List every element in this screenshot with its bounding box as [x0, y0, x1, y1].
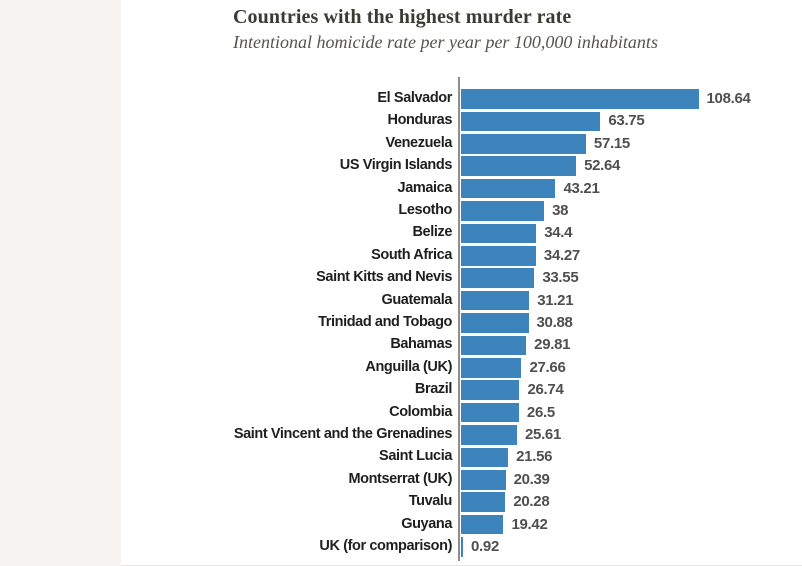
bar-row: Montserrat (UK) 20.39	[0, 469, 802, 491]
bar	[461, 514, 504, 535]
bar	[461, 245, 536, 266]
bar-row: Anguilla (UK) 27.66	[0, 357, 802, 379]
bar-row: Jamaica 43.21	[0, 178, 802, 200]
bar	[461, 492, 506, 512]
bar	[461, 156, 577, 176]
bar	[461, 357, 522, 378]
bar-value: 30.88	[536, 314, 573, 331]
bar-value: 29.81	[534, 336, 571, 354]
bar-label: UK (for comparison)	[319, 538, 452, 554]
bar-value: 38	[552, 202, 569, 219]
bar-label: Guatemala	[381, 291, 452, 308]
bar	[461, 469, 506, 490]
bar-value: 25.61	[524, 426, 562, 443]
bar	[461, 133, 586, 154]
bar-label: Brazil	[414, 381, 452, 398]
bar	[461, 111, 601, 132]
bar-row: Saint Kitts and Nevis 33.55	[0, 267, 802, 289]
left-gutter	[0, 0, 121, 566]
bar-value: 33.55	[542, 269, 579, 287]
bar-value: 21.56	[516, 448, 553, 466]
bar-label: Trinidad and Tobago	[318, 314, 452, 330]
bar-row: El Salvador 108.64	[0, 88, 802, 110]
bar-value: 26.5	[526, 403, 555, 421]
bar-label: Saint Lucia	[379, 448, 452, 465]
bar-value: 63.75	[608, 112, 645, 130]
bar-value: 27.66	[529, 358, 566, 376]
bar-row: Brazil 26.74	[0, 379, 802, 401]
chart-subtitle: Intentional homicide rate per year per 1…	[233, 32, 658, 52]
bar-value: 34.4	[544, 224, 573, 242]
bar	[461, 380, 520, 400]
bar-label: Lesotho	[398, 202, 452, 218]
bar-row: Venezuela 57.15	[0, 133, 802, 155]
bar	[461, 402, 519, 423]
bar	[461, 313, 529, 333]
bar-value: 57.15	[593, 134, 630, 152]
bar-value: 20.39	[513, 470, 550, 488]
chart-title: Countries with the highest murder rate	[233, 6, 572, 28]
bar-label: Tuvalu	[408, 493, 453, 510]
bar-label: Anguilla (UK)	[365, 358, 452, 375]
bar-label: US Virgin Islands	[339, 157, 453, 174]
bar	[461, 537, 463, 557]
bar	[461, 290, 530, 311]
bar-value: 19.42	[511, 515, 548, 533]
bar-value: 0.92	[471, 538, 499, 555]
bar-value: 34.27	[543, 246, 580, 264]
bar-value: 52.64	[584, 157, 621, 175]
bar-row: Lesotho 38	[0, 200, 802, 222]
bar-label: Bahamas	[390, 336, 452, 353]
bar-value: 43.21	[563, 179, 600, 197]
bar-value: 26.74	[527, 381, 564, 399]
bar-label: El Salvador	[377, 90, 452, 106]
bar	[461, 425, 517, 445]
bar	[461, 268, 535, 288]
bar-row: Guatemala 31.21	[0, 290, 802, 312]
bar-row: Honduras 63.75	[0, 110, 802, 132]
bar-label: Jamaica	[397, 179, 453, 196]
bar	[461, 335, 527, 356]
bar-label: Honduras	[387, 112, 453, 129]
bar-row: US Virgin Islands 52.64	[0, 155, 802, 177]
bar	[461, 201, 545, 221]
bar-label: Venezuela	[385, 134, 452, 151]
bar	[461, 223, 537, 244]
bar-row: Saint Vincent and the Grenadines 25.61	[0, 424, 802, 446]
bar-row: Belize 34.4	[0, 222, 802, 244]
bar-row: Saint Lucia 21.56	[0, 446, 802, 468]
bar-row: Guyana 19.42	[0, 514, 802, 536]
bar-value: 31.21	[537, 291, 574, 309]
bar-label: Colombia	[389, 403, 452, 420]
bar-row: Bahamas 29.81	[0, 334, 802, 356]
bar-row: South Africa 34.27	[0, 245, 802, 267]
bar	[461, 89, 699, 109]
bar-value: 20.28	[513, 493, 550, 511]
bar-label: Guyana	[401, 515, 452, 532]
bar	[461, 178, 556, 199]
bar-label: Saint Vincent and the Grenadines	[233, 426, 453, 442]
bar-row: Trinidad and Tobago 30.88	[0, 312, 802, 334]
bar-label: Belize	[412, 224, 452, 241]
bar-label: South Africa	[371, 246, 452, 263]
bar-label: Saint Kitts and Nevis	[316, 269, 452, 286]
bar-row: Colombia 26.5	[0, 402, 802, 424]
bar-row: UK (for comparison) 0.92	[0, 536, 802, 558]
y-axis-line	[458, 77, 460, 561]
bar-value: 108.64	[706, 90, 751, 107]
bar-row: Tuvalu 20.28	[0, 491, 802, 513]
bar	[461, 447, 509, 468]
bar-label: Montserrat (UK)	[348, 470, 452, 487]
